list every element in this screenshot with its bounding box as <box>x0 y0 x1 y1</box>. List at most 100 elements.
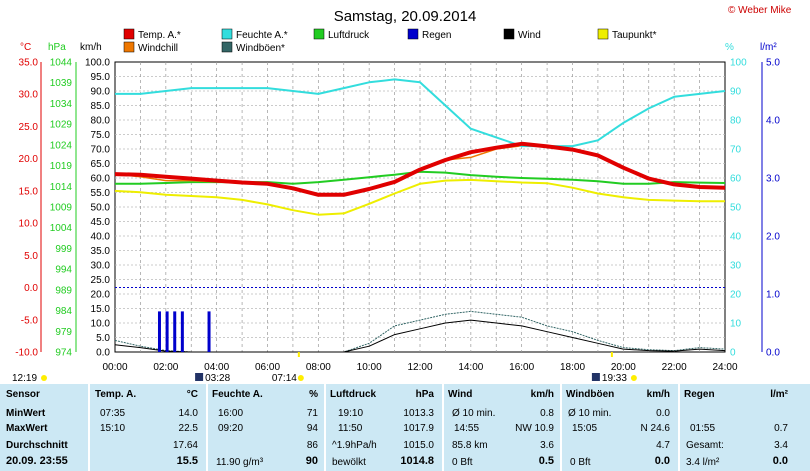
temp-tick-label: 30.0 <box>19 90 39 101</box>
legend-label: Feuchte A.* <box>236 30 288 41</box>
x-tick-label: 00:00 <box>102 362 127 373</box>
rain-tick-label: 0.0 <box>766 348 780 359</box>
min-hum-time: 16:00 <box>218 408 244 419</box>
temp-tick-label: 35.0 <box>19 58 39 69</box>
rain-bar <box>180 311 184 352</box>
weather-chart: Samstag, 20.09.2014 © Weber Mike Temp. A… <box>12 5 792 384</box>
pressure-tick-label: 974 <box>55 348 72 359</box>
x-tick-label: 20:00 <box>611 362 636 373</box>
max-wind-val: NW 10.9 <box>515 423 554 434</box>
cur-gust-bft: 0 Bft <box>570 457 591 468</box>
legend-label: Windchill <box>138 43 178 54</box>
legend-swatch <box>407 28 419 40</box>
legend-label: Luftdruck <box>328 30 370 41</box>
pressure-tick-label: 1009 <box>50 203 73 214</box>
hdr-rain-unit: l/m² <box>770 389 788 400</box>
legend-swatch <box>313 28 325 40</box>
cur-gust-val: 0.0 <box>654 455 670 467</box>
wind-tick-label: 50.0 <box>91 203 111 214</box>
x-tick-label: 16:00 <box>509 362 534 373</box>
col-divider <box>206 384 208 471</box>
axes: °C hPa km/h% l/m² 35.0 30.0 25.0 20.0 15.0 10.0 5.… <box>15 42 780 373</box>
sunset-moon-icon <box>591 373 600 381</box>
max-gust-time: 15:05 <box>572 423 598 434</box>
pressure-tick-label: 984 <box>55 306 72 317</box>
axis-unit-rain: l/m² <box>760 42 777 53</box>
x-tick-label: 24:00 <box>712 362 737 373</box>
series-wind-line <box>114 319 726 353</box>
summary-table: Sensor Temp. A. °C Feuchte A. % Luftdruc… <box>0 384 810 471</box>
humidity-tick-label: 80 <box>730 116 742 127</box>
wind-tick-label: 10.0 <box>91 319 111 330</box>
rain-tick-label: 3.0 <box>766 174 780 185</box>
legend-label: Regen <box>422 30 451 41</box>
rain-tick-label: 5.0 <box>766 58 780 69</box>
legend-swatch <box>221 28 233 40</box>
legend-label: Windböen* <box>236 43 285 54</box>
temp-tick-label: -5.0 <box>21 315 39 326</box>
wind-tick-label: 75.0 <box>91 130 111 141</box>
max-press-time: 11:50 <box>338 423 363 434</box>
avg-wind-km: 85.8 km <box>452 440 488 451</box>
moonset-time: 12:19 <box>12 373 37 384</box>
legend-swatch <box>597 28 609 40</box>
temp-tick-label: 0.0 <box>24 283 38 294</box>
legend-label: Taupunkt* <box>612 30 657 41</box>
sunrise-time: 07:14 <box>272 373 297 384</box>
min-hum-val: 71 <box>306 408 318 419</box>
cur-hum-val: 90 <box>305 455 318 467</box>
min-press-val: 1013.3 <box>403 408 434 419</box>
axis-unit-pressure: hPa <box>48 42 66 53</box>
pressure-tick-label: 1039 <box>50 78 73 89</box>
pressure-tick-label: 1019 <box>50 161 73 172</box>
hdr-press: Luftdruck <box>330 389 377 400</box>
sunrise-tick <box>297 352 300 357</box>
pressure-tick-label: 1044 <box>50 58 73 69</box>
cur-temp-val: 15.5 <box>176 455 198 467</box>
moonset-icon <box>41 375 47 381</box>
row-max-label: MaxWert <box>6 423 48 434</box>
wind-tick-label: 20.0 <box>91 290 111 301</box>
cur-rain-extra: 3.4 l/m² <box>686 457 720 468</box>
max-temp-time: 15:10 <box>100 423 126 434</box>
series-temp-a-line <box>114 141 726 197</box>
pressure-tick-label: 1024 <box>50 140 73 151</box>
max-rain-val: 0.7 <box>774 423 788 434</box>
x-tick-label: 22:00 <box>662 362 687 373</box>
humidity-tick-label: 10 <box>730 319 742 330</box>
pressure-tick-label: 979 <box>55 327 72 338</box>
moonrise-time: 03:28 <box>205 373 230 384</box>
max-press-val: 1017.9 <box>403 423 434 434</box>
x-tick-label: 12:00 <box>407 362 432 373</box>
temp-tick-label: -10.0 <box>15 348 38 359</box>
legend-swatch <box>503 28 515 40</box>
humidity-tick-label: 40 <box>730 232 742 243</box>
legend-label: Temp. A.* <box>138 30 181 41</box>
row-cur-label: 20.09. 23:55 <box>6 455 68 467</box>
hdr-gust: Windböen <box>566 389 615 400</box>
chart-title: Samstag, 20.09.2014 <box>334 8 477 25</box>
axis-unit-wind: km/h <box>80 42 102 53</box>
x-tick-label: 18:00 <box>560 362 585 373</box>
wind-tick-label: 95.0 <box>91 72 111 83</box>
max-hum-time: 09:20 <box>218 423 244 434</box>
x-tick-label: 10:00 <box>357 362 382 373</box>
max-wind-time: 14:55 <box>454 423 480 434</box>
row-avg-label: Durchschnitt <box>6 440 68 451</box>
hdr-wind: Wind <box>448 389 473 400</box>
wind-tick-label: 100.0 <box>85 58 110 69</box>
wind-tick-label: 65.0 <box>91 159 111 170</box>
wind-tick-label: 60.0 <box>91 174 111 185</box>
sunset-time: 19:33 <box>602 373 627 384</box>
legend-swatch <box>123 28 135 40</box>
legend-swatch <box>221 41 233 53</box>
avg-temp-val: 17.64 <box>172 440 198 451</box>
pressure-tick-label: 1029 <box>50 120 73 131</box>
series-taupunkt-line <box>114 178 725 216</box>
humidity-tick-label: 100 <box>730 58 747 69</box>
cur-press-val: 1014.8 <box>400 455 434 467</box>
hdr-wind-unit: km/h <box>530 389 554 400</box>
grid <box>114 61 726 353</box>
temp-tick-label: 25.0 <box>19 122 39 133</box>
wind-tick-label: 0.0 <box>96 348 110 359</box>
